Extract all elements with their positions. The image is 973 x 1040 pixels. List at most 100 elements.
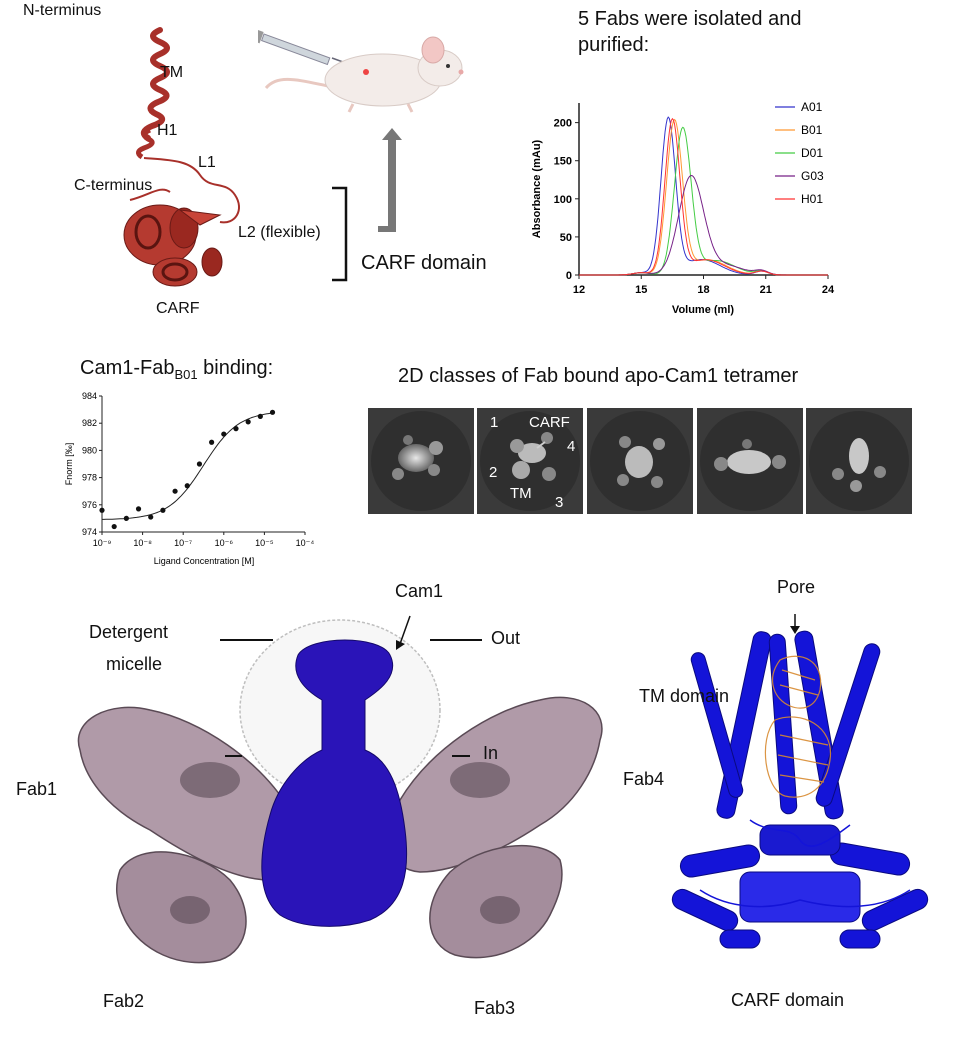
mst-title-sub: B01	[174, 367, 198, 382]
mst-data-point	[135, 506, 142, 512]
carf-bracket	[332, 186, 348, 282]
label-out: Out	[491, 628, 521, 648]
mst-xlabel: Ligand Concentration [M]	[154, 556, 255, 566]
h1-helix	[136, 127, 155, 160]
mst-data-point	[233, 426, 239, 432]
sec-ylabel: Absorbance (mAu)	[531, 139, 543, 238]
mst-xtick-label: 10⁻⁹	[93, 538, 112, 548]
mst-data-point	[196, 461, 203, 467]
tile2-label-2: 2	[489, 464, 498, 481]
tm-helices	[690, 630, 881, 820]
mst-data-point	[257, 413, 263, 419]
mouse-injection-illustration	[258, 29, 464, 113]
cam1-density	[261, 639, 408, 927]
mst-data-point	[99, 507, 105, 513]
mst-data-point	[245, 419, 251, 425]
syringe-icon	[258, 29, 355, 67]
sec-series-A01	[579, 116, 828, 276]
tile2-label-3: 3	[555, 494, 564, 511]
mst-ytick-label: 978	[82, 473, 97, 483]
label-detergent-line2: micelle	[106, 654, 163, 674]
mst-xtick-label: 10⁻⁶	[215, 538, 234, 548]
mst-xtick-label: 10⁻⁵	[255, 538, 274, 548]
mst-data-point	[209, 439, 215, 445]
sec-series-D01	[579, 126, 828, 276]
fab-shading	[170, 762, 520, 924]
2d-class-tile-5	[806, 408, 912, 514]
sec-ytick-label: 100	[554, 194, 572, 206]
label-in: In	[483, 743, 499, 763]
sec-legend-label: D01	[801, 146, 823, 160]
label-detergent-line1: Detergent	[89, 622, 169, 642]
c-terminus-loop	[129, 188, 171, 201]
mouse-icon	[264, 36, 464, 113]
label-pore: Pore	[777, 577, 816, 597]
label-l2-flexible: L2 (flexible)	[238, 224, 321, 241]
sec-xtick-label: 21	[760, 284, 772, 296]
label-n-terminus: N-terminus	[23, 2, 102, 19]
mst-data-point	[160, 507, 166, 513]
label-tm-domain: TM domain	[639, 686, 730, 706]
mst-data-point	[221, 431, 227, 437]
sec-xtick-label: 15	[635, 284, 647, 296]
mst-binding-chart: 974 976 978 980 982 984 10⁻⁹ 10⁻⁸ 10⁻⁷ 10⁻⁶ 10⁻⁵ 1…	[64, 391, 315, 566]
sec-ytick-label: 0	[566, 270, 572, 282]
mst-xtick-label: 10⁻⁷	[174, 538, 192, 548]
2d-class-tile-2: 1 CARF 4 2 TM 3	[477, 408, 583, 514]
mst-ytick-label: 980	[82, 445, 97, 455]
sec-legend-label: G03	[801, 169, 824, 183]
mst-data-point	[111, 523, 117, 530]
label-tm: TM	[160, 64, 184, 81]
label-l1: L1	[198, 154, 216, 171]
sec-series-B01	[579, 118, 828, 276]
cam1-atomic-model	[671, 614, 929, 949]
sec-ytick-label: 200	[554, 118, 572, 130]
mst-title-prefix: Cam1-Fab	[80, 357, 175, 379]
mst-data-point	[269, 409, 276, 415]
mst-title: Cam1-FabB01 binding:	[80, 357, 273, 382]
mst-xtick-label: 10⁻⁴	[296, 538, 315, 548]
tile2-label-carf: CARF	[529, 414, 570, 431]
label-fab4: Fab4	[623, 769, 665, 789]
up-arrow-icon	[378, 128, 402, 232]
mst-ytick-label: 984	[82, 391, 97, 401]
label-h1: H1	[157, 122, 178, 139]
mst-data-point	[148, 514, 154, 520]
tile2-label-tm: TM	[510, 485, 532, 502]
cam1-arrow	[399, 615, 411, 645]
tm-helix	[140, 27, 170, 141]
sec-legend-label: B01	[801, 123, 823, 137]
label-fab1: Fab1	[16, 779, 58, 799]
label-cam1: Cam1	[395, 581, 444, 601]
mst-ytick-label: 974	[82, 527, 97, 537]
mst-xtick-label: 10⁻⁸	[133, 538, 152, 548]
2d-class-tile-3	[587, 408, 693, 514]
sec-title-line2: purified:	[578, 34, 650, 56]
sec-xtick-label: 18	[697, 284, 709, 296]
2d-classes-title: 2D classes of Fab bound apo-Cam1 tetrame…	[398, 365, 799, 387]
tile2-label-4: 4	[567, 438, 576, 455]
carf-loops	[699, 819, 911, 908]
mst-ytick-label: 982	[82, 418, 97, 428]
sec-xtick-label: 12	[573, 284, 585, 296]
sec-xtick-label: 24	[822, 284, 835, 296]
mst-data-point	[172, 488, 178, 494]
label-fab2: Fab2	[103, 991, 145, 1011]
mst-fit-curve	[102, 412, 271, 520]
mst-data-point	[123, 515, 129, 521]
mst-data-point	[184, 483, 190, 489]
sec-legend-label: H01	[801, 192, 823, 206]
sec-legend-label: A01	[801, 100, 823, 114]
label-fab3: Fab3	[474, 998, 516, 1018]
mst-title-suffix: binding:	[197, 357, 274, 379]
sec-title-line1: 5 Fabs were isolated and	[578, 8, 802, 30]
sec-ytick-label: 50	[560, 232, 572, 244]
sec-series-H01	[579, 117, 828, 276]
carf-domain-cartoon	[671, 824, 929, 949]
l1-loop	[143, 157, 240, 224]
sec-ytick-label: 150	[554, 156, 572, 168]
label-carf-domain-model: CARF domain	[731, 990, 845, 1010]
2d-class-tile-1	[368, 408, 474, 514]
cryo-em-map	[77, 615, 603, 964]
